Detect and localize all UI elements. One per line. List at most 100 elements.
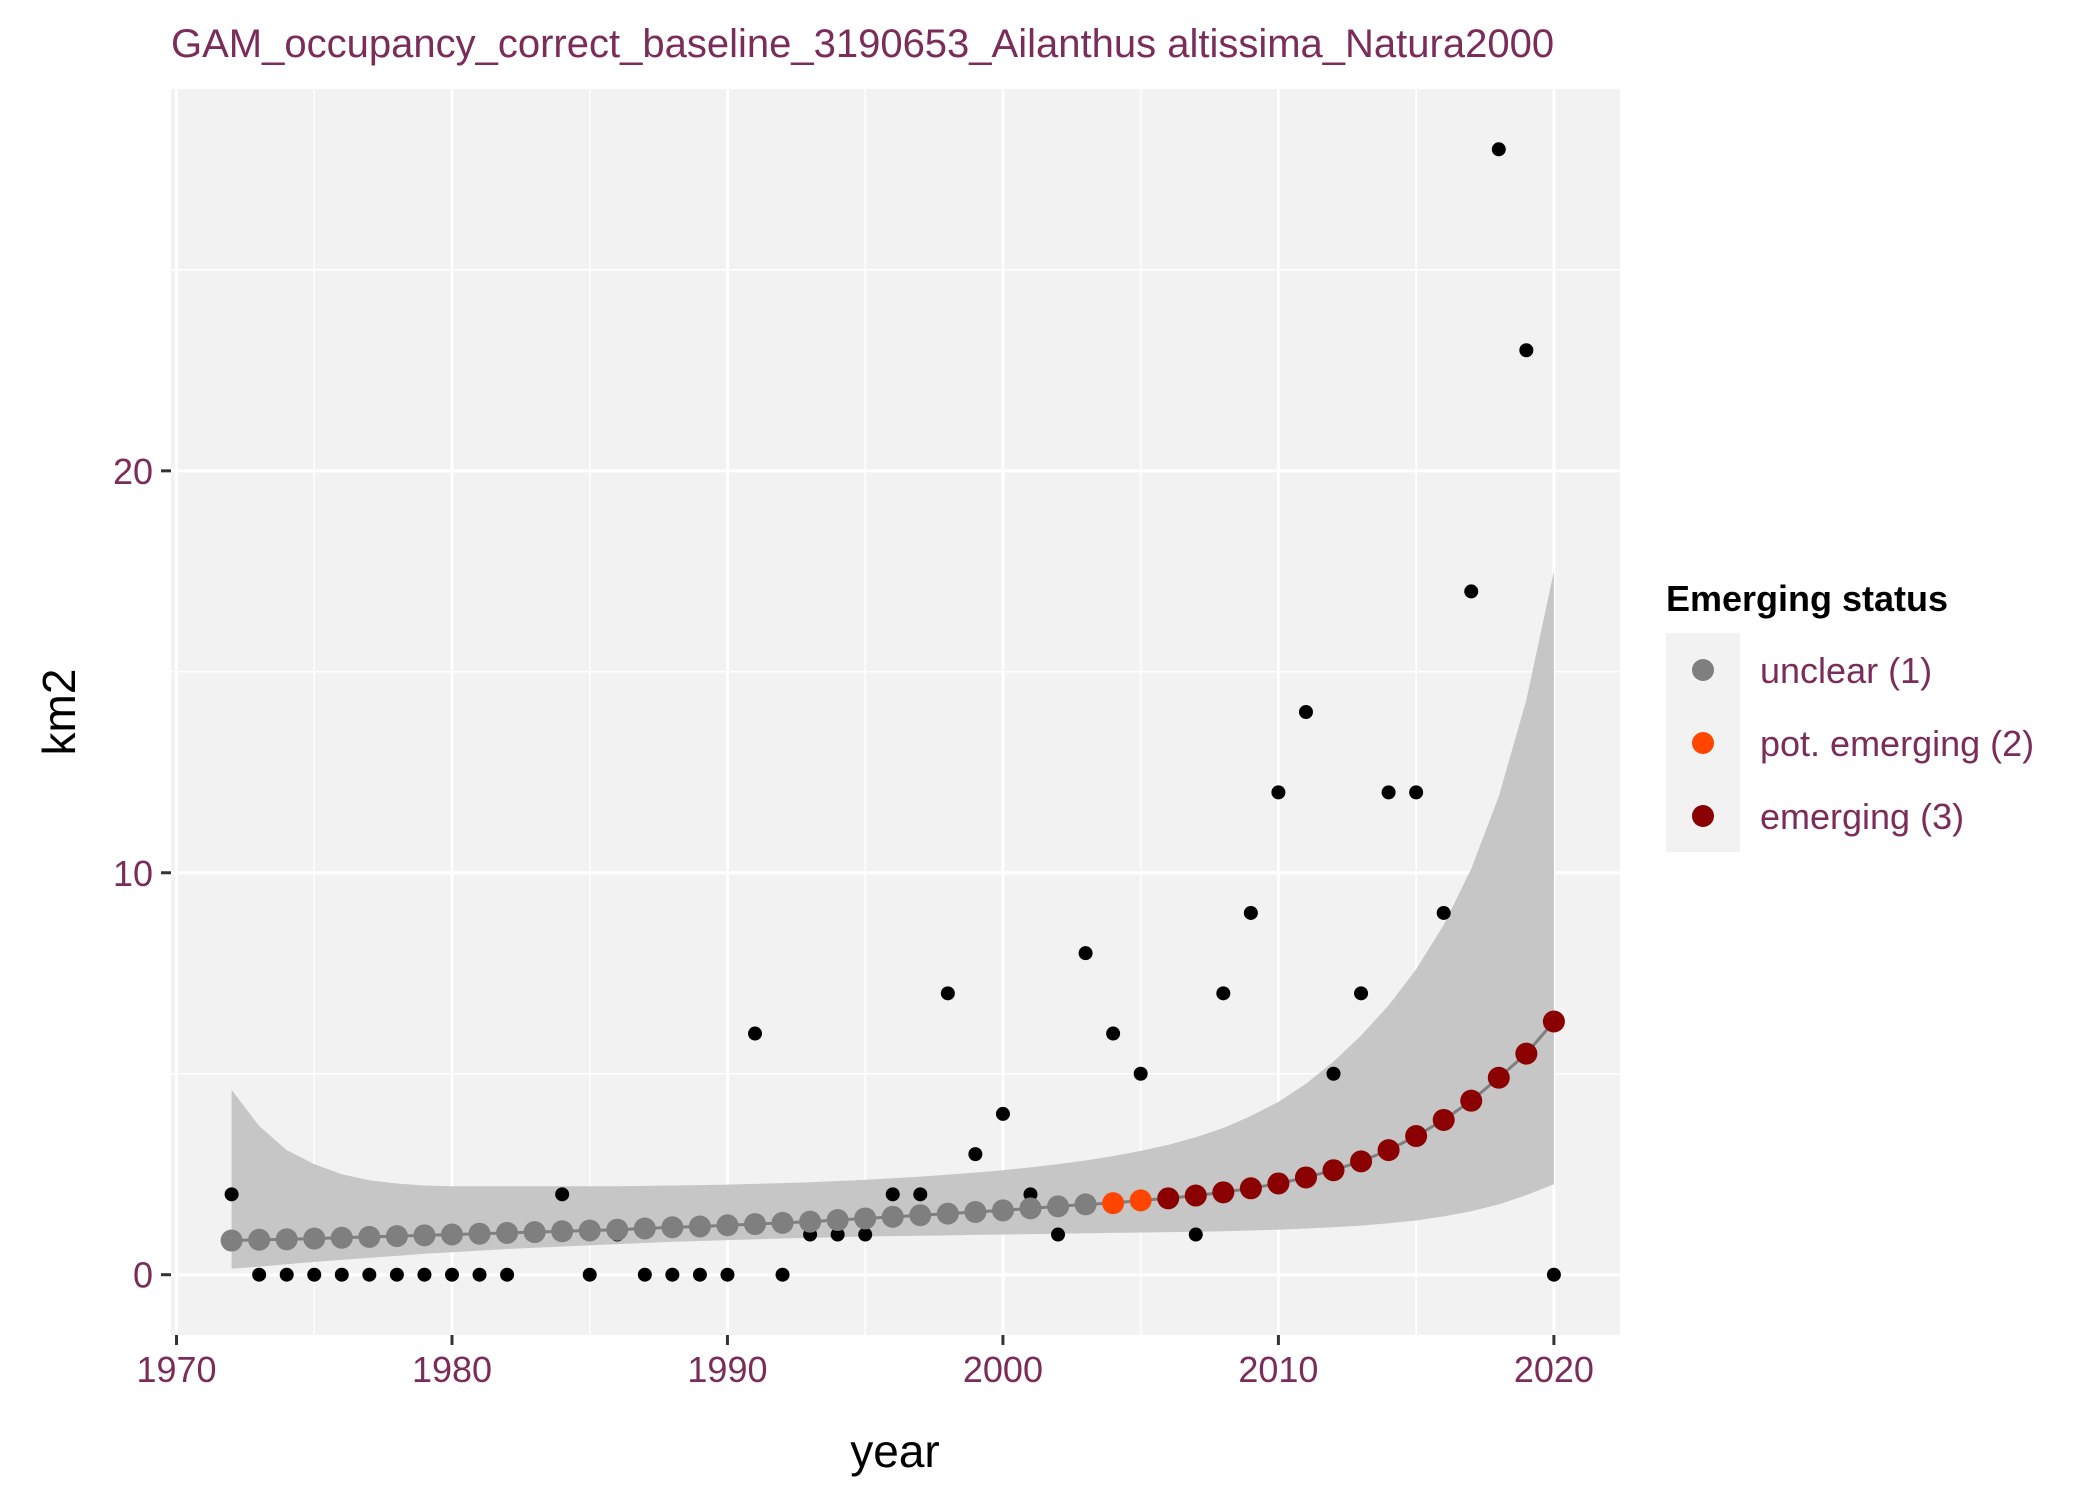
x-axis-title: year (850, 1425, 939, 1477)
observed-point (1354, 986, 1369, 1001)
fitted-point (468, 1222, 491, 1245)
observed-point (913, 1187, 928, 1202)
observed-point (1243, 905, 1258, 920)
x-tick-label: 2010 (1238, 1349, 1318, 1390)
fitted-point (385, 1225, 408, 1248)
fitted-point (1212, 1181, 1235, 1204)
x-axis: 1970 1980 1990 2000 2010 2020 (136, 1335, 1594, 1390)
fitted-point (413, 1224, 436, 1247)
fitted-point (1129, 1189, 1152, 1212)
observed-point (555, 1187, 570, 1202)
observed-point (1546, 1267, 1561, 1282)
fitted-point (909, 1204, 932, 1227)
observed-point (334, 1267, 349, 1282)
observed-point (1271, 785, 1286, 800)
observed-point (389, 1267, 404, 1282)
observed-point (1491, 142, 1506, 157)
fitted-point (1432, 1108, 1455, 1131)
observed-point (472, 1267, 487, 1282)
observed-point (940, 986, 955, 1001)
observed-point (1298, 705, 1313, 719)
fitted-point (523, 1221, 546, 1244)
legend-label: unclear (1) (1760, 650, 1932, 691)
observed-point (858, 1227, 873, 1242)
observed-point (307, 1267, 322, 1282)
fitted-point (1294, 1166, 1317, 1189)
fitted-point (606, 1218, 629, 1241)
fitted-point (688, 1215, 711, 1238)
observed-point (582, 1267, 597, 1282)
observed-point (1381, 785, 1396, 800)
legend-items: unclear (1) pot. emerging (2) emerging (3) (1692, 650, 2034, 837)
observed-point (665, 1267, 680, 1282)
observed-point (1216, 986, 1231, 1001)
fitted-point (1102, 1192, 1125, 1215)
observed-point (748, 1026, 763, 1041)
y-tick-label: 10 (113, 853, 153, 894)
fitted-point (633, 1217, 656, 1240)
observed-point (1188, 1227, 1203, 1242)
fitted-point (248, 1228, 271, 1251)
legend-label: emerging (3) (1760, 796, 1964, 837)
observed-point (1464, 584, 1479, 599)
observed-point (1078, 946, 1093, 961)
legend-key-dot (1692, 805, 1714, 827)
fitted-point (1019, 1197, 1042, 1220)
observed-point (252, 1267, 267, 1282)
legend-key-dot (1692, 659, 1714, 681)
fitted-point (275, 1228, 298, 1251)
observed-point (1023, 1187, 1038, 1202)
legend-label: pot. emerging (2) (1760, 723, 2034, 764)
ribbon-area (231, 571, 1554, 1269)
fitted-point (440, 1223, 463, 1246)
observed-points (224, 142, 1561, 1282)
y-tick-label: 0 (133, 1255, 153, 1296)
y-axis: 0 10 20 (113, 451, 171, 1296)
observed-point (1409, 785, 1424, 800)
fitted-points (220, 1010, 1565, 1252)
fitted-point (1350, 1150, 1373, 1173)
observed-point (1051, 1227, 1066, 1242)
fitted-point (771, 1211, 794, 1234)
fitted-point (881, 1205, 904, 1228)
observed-point (417, 1267, 432, 1282)
legend-key-dot (1692, 732, 1714, 754)
observed-point (830, 1227, 845, 1242)
fitted-point (936, 1202, 959, 1225)
legend-title: Emerging status (1666, 578, 1948, 619)
observed-point (224, 1187, 239, 1202)
observed-point (500, 1267, 515, 1282)
x-tick-label: 2000 (963, 1349, 1043, 1390)
fitted-point (330, 1226, 353, 1249)
fitted-point (1460, 1089, 1483, 1112)
y-tick-label: 20 (113, 451, 153, 492)
fitted-point (799, 1210, 822, 1233)
fitted-point (1267, 1172, 1290, 1195)
fitted-point (1157, 1187, 1180, 1210)
fitted-point (578, 1219, 601, 1242)
fitted-point (1542, 1010, 1565, 1033)
y-axis-title: km2 (33, 669, 85, 756)
legend: Emerging status unclear (1) pot. emerging… (1666, 578, 2034, 852)
observed-point (885, 1187, 900, 1202)
observed-point (1519, 343, 1534, 358)
fitted-point (303, 1227, 326, 1250)
fitted-point (1047, 1195, 1070, 1218)
fitted-point (1074, 1193, 1097, 1216)
observed-point (775, 1267, 790, 1282)
fitted-point (551, 1220, 574, 1243)
fitted-point (1377, 1139, 1400, 1162)
fitted-point (496, 1221, 519, 1244)
confidence-ribbon (231, 571, 1554, 1269)
fitted-point (220, 1229, 243, 1252)
fitted-point (744, 1213, 767, 1236)
fitted-point (1322, 1159, 1345, 1182)
fitted-point (964, 1201, 987, 1224)
observed-point (279, 1267, 294, 1282)
observed-point (692, 1267, 707, 1282)
fitted-point (1239, 1177, 1262, 1200)
chart-title: GAM_occupancy_correct_baseline_3190653_A… (171, 22, 1554, 66)
fitted-point (1405, 1125, 1428, 1148)
observed-point (968, 1147, 983, 1162)
